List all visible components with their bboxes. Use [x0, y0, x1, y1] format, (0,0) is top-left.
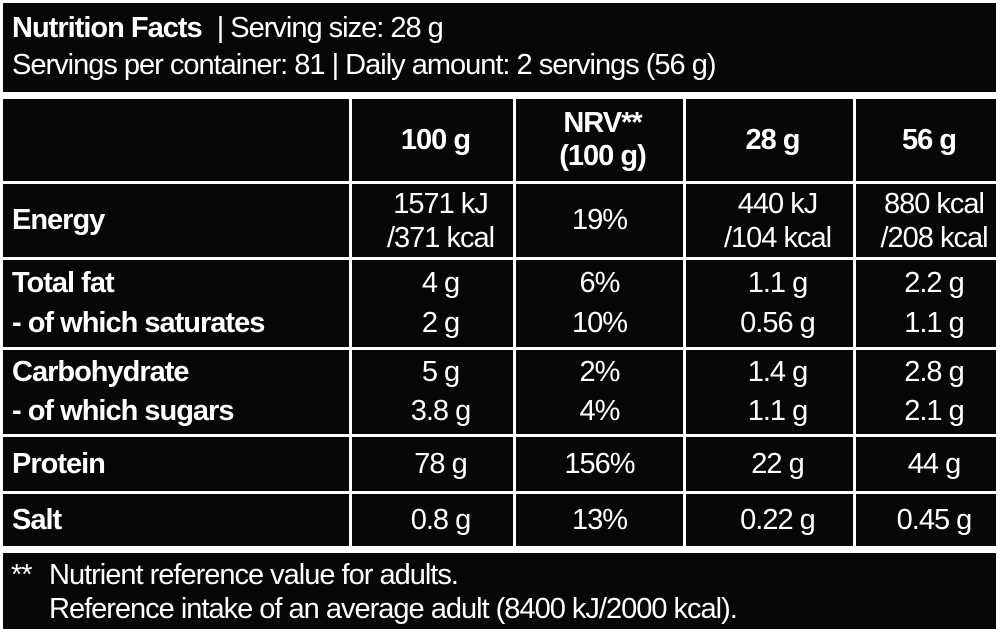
carbohydrate-per-28g: 1.4 g: [747, 356, 808, 388]
energy-per-28g: 440 kJ /104 kcal: [686, 184, 853, 257]
column-header-100g: 100 g: [352, 99, 513, 181]
salt-row-label: Salt: [3, 494, 349, 546]
carbohydrate-label: Carbohydrate: [12, 356, 190, 388]
carb-sugars-per-28g: 1.4 g 1.1 g: [686, 350, 853, 434]
energy-per-100g: 1571 kJ /371 kcal: [352, 184, 513, 257]
total-fat-label: Total fat: [12, 266, 115, 299]
salt-per-100g: 0.8 g: [352, 494, 513, 546]
footnote-asterisks: **: [11, 559, 33, 591]
fat-nrv: 6%: [579, 266, 621, 299]
carbohydrate-nrv: 2%: [579, 356, 621, 388]
nutrition-facts-title: Nutrition Facts: [12, 12, 203, 44]
sugars-per-100g: 3.8 g: [410, 395, 471, 427]
fat-saturates-per-56g: 2.2 g 1.1 g: [856, 260, 996, 347]
saturates-nrv: 10%: [571, 307, 628, 340]
salt-nrv: 13%: [516, 494, 683, 546]
footnote-line1-text: Nutrient reference value for adults.: [49, 559, 459, 591]
energy-per-28g-kcal: /104 kcal: [723, 221, 832, 254]
sugars-label: - of which sugars: [12, 395, 234, 427]
carbohydrate-per-56g: 2.8 g: [904, 356, 964, 388]
saturates-per-100g: 2 g: [421, 307, 460, 340]
column-header-nrv-line2: (100 g): [559, 140, 646, 172]
protein-per-28g: 22 g: [686, 437, 853, 491]
saturates-label: - of which saturates: [12, 307, 265, 340]
sugars-per-56g: 2.1 g: [904, 395, 964, 427]
salt-per-28g: 0.22 g: [686, 494, 853, 546]
fat-saturates-per-28g: 1.1 g 0.56 g: [686, 260, 853, 347]
sugars-nrv: 4%: [579, 395, 621, 427]
energy-per-56g-kcal2: /208 kcal: [880, 221, 988, 254]
footnote-line1: ** Nutrient reference value for adults.: [11, 558, 996, 592]
energy-per-100g-kcal: /371 kcal: [386, 221, 495, 254]
protein-per-56g: 44 g: [856, 437, 996, 491]
salt-per-56g: 0.45 g: [856, 494, 996, 546]
fat-saturates-nrv: 6% 10%: [516, 260, 683, 347]
carb-sugars-nrv: 2% 4%: [516, 350, 683, 434]
energy-per-56g: 880 kcal /208 kcal: [856, 184, 996, 257]
energy-nrv: 19%: [516, 184, 683, 257]
column-header-nrv: NRV** (100 g): [516, 99, 683, 181]
footnote-band: ** Nutrient reference value for adults. R…: [3, 553, 996, 629]
column-header-28g: 28 g: [686, 99, 853, 181]
fat-saturates-per-100g: 4 g 2 g: [352, 260, 513, 347]
fat-per-28g: 1.1 g: [747, 266, 808, 299]
energy-per-28g-kj: 440 kJ: [737, 187, 818, 220]
protein-row-label: Protein: [3, 437, 349, 491]
saturates-per-28g: 0.56 g: [740, 307, 816, 340]
sugars-per-28g: 1.1 g: [747, 395, 808, 427]
column-header-nrv-line1: NRV**: [563, 107, 642, 139]
servings-info-line: Servings per container: 81 | Daily amoun…: [12, 49, 717, 81]
carb-sugars-per-100g: 5 g 3.8 g: [352, 350, 513, 434]
fat-per-56g: 2.2 g: [904, 266, 964, 299]
protein-per-100g: 78 g: [352, 437, 513, 491]
carbohydrate-per-100g: 5 g: [421, 356, 460, 388]
column-header-blank: [3, 99, 349, 181]
energy-row-label: Energy: [3, 184, 349, 257]
serving-size-text: | Serving size: 28 g: [216, 12, 444, 44]
carb-sugars-per-56g: 2.8 g 2.1 g: [856, 350, 996, 434]
protein-nrv: 156%: [516, 437, 683, 491]
fat-saturates-labels: Total fat - of which saturates: [3, 260, 349, 347]
energy-per-100g-kj: 1571 kJ: [393, 187, 489, 220]
footnote-line2: Reference intake of an average adult (84…: [49, 593, 738, 625]
label-title-band: Nutrition Facts | Serving size: 28 g Ser…: [3, 3, 996, 92]
carb-sugars-labels: Carbohydrate - of which sugars: [3, 350, 349, 434]
energy-per-56g-kcal1: 880 kcal: [883, 187, 985, 220]
title-line: Nutrition Facts | Serving size: 28 g: [12, 10, 996, 47]
nutrition-table: 100 g NRV** (100 g) 28 g 56 g Energy 157…: [3, 99, 996, 546]
saturates-per-56g: 1.1 g: [904, 307, 964, 340]
fat-per-100g: 4 g: [421, 266, 460, 299]
column-header-56g: 56 g: [856, 99, 996, 181]
nutrition-label: Nutrition Facts | Serving size: 28 g Ser…: [3, 3, 996, 629]
